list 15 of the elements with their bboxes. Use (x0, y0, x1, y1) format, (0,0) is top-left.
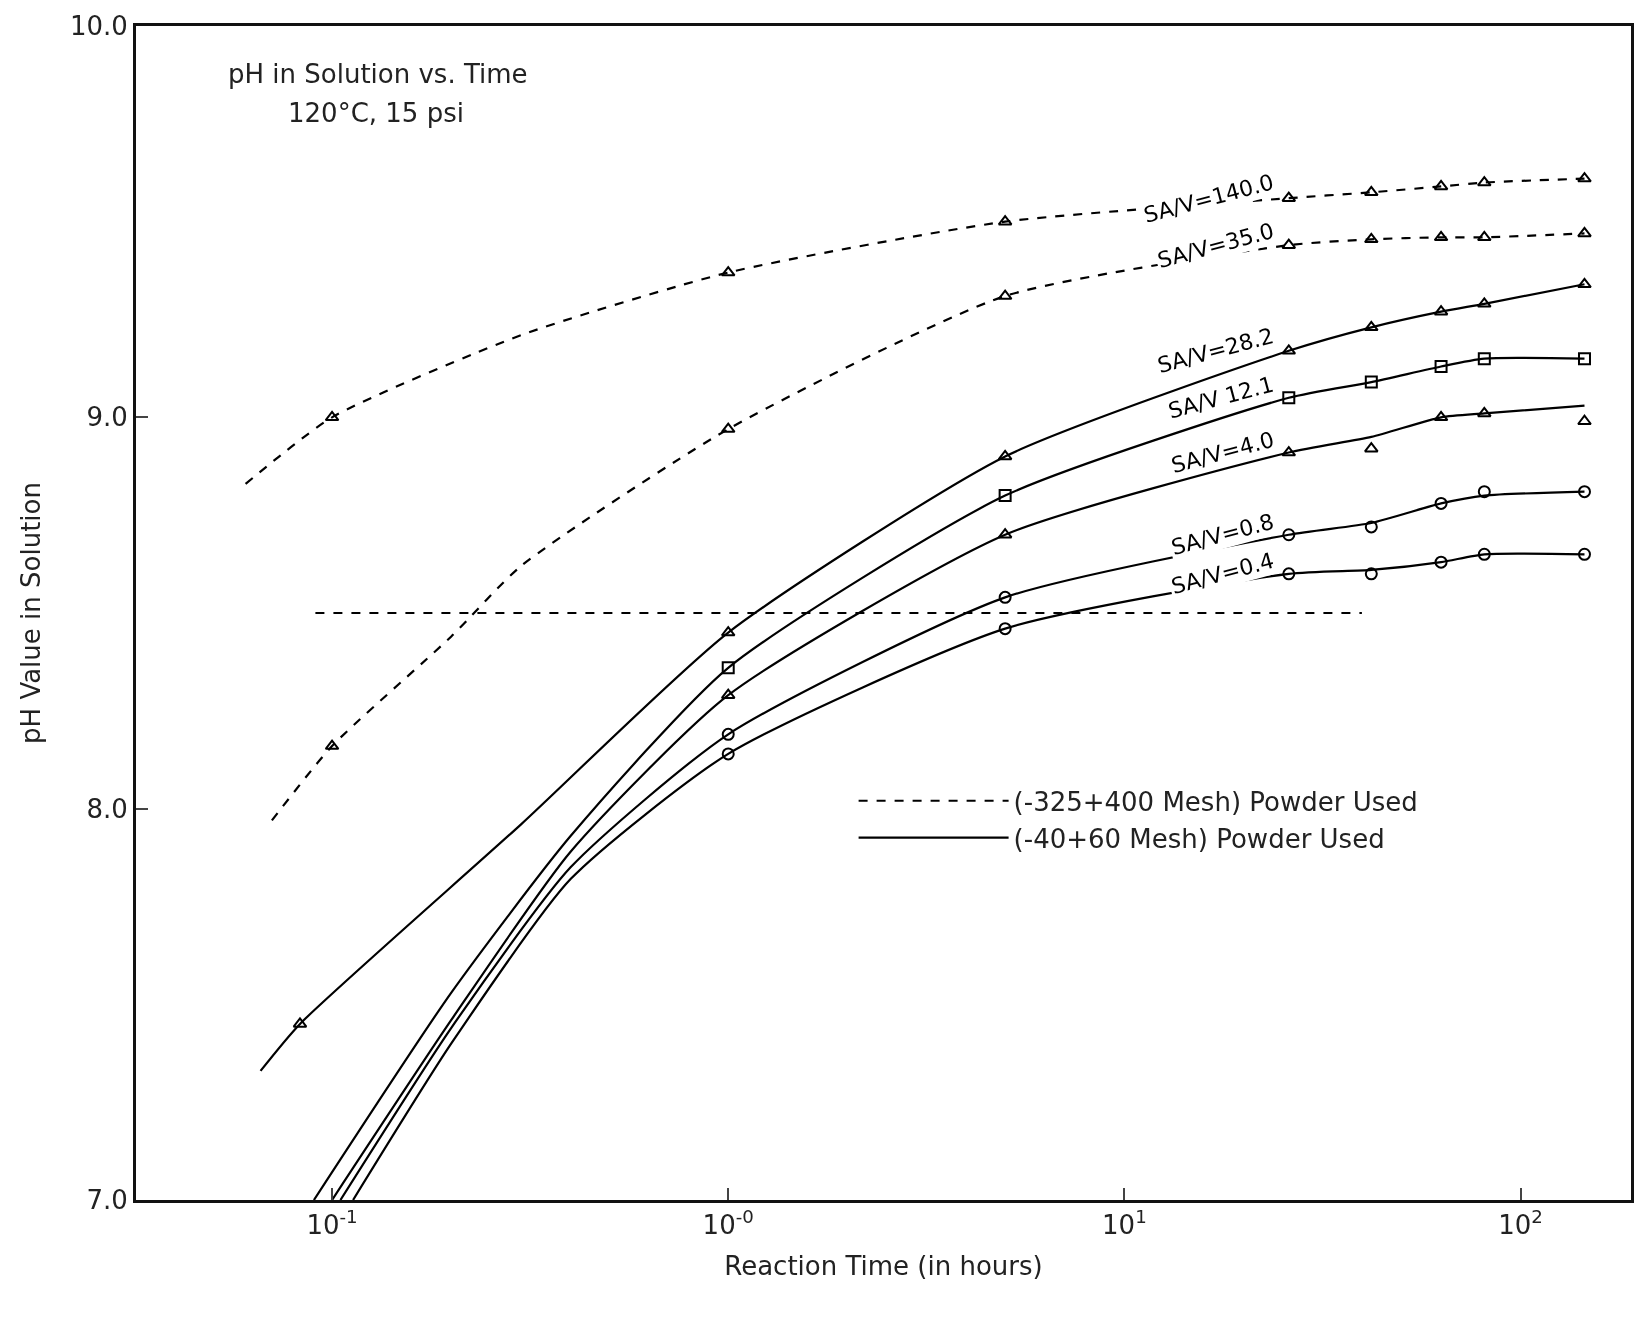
y-tick-label: 10.0 (69, 11, 128, 42)
x-tick-label: 10$^{2}$ (1498, 1206, 1543, 1241)
x-tick-label: 10$^{-0}$ (702, 1206, 754, 1241)
legend-label: (-325+400 Mesh) Powder Used (1013, 786, 1418, 817)
text: SA/V 12.1 (1165, 371, 1277, 424)
x-tick-label: 10$^{1}$ (1102, 1206, 1147, 1241)
y-tick-label: 9.0 (86, 402, 128, 433)
x-tick-label: 10$^{-1}$ (306, 1206, 358, 1241)
y-axis-title: pH Value in Solution (16, 482, 47, 744)
y-tick-label: 7.0 (86, 1185, 128, 1216)
legend-label: (-40+60 Mesh) Powder Used (1013, 823, 1385, 854)
text: 120°C, 15 psi (288, 98, 464, 128)
text: pH in Solution vs. Time (228, 59, 528, 89)
x-axis-title: Reaction Time (in hours) (724, 1250, 1043, 1281)
y-tick-label: 8.0 (86, 793, 128, 824)
